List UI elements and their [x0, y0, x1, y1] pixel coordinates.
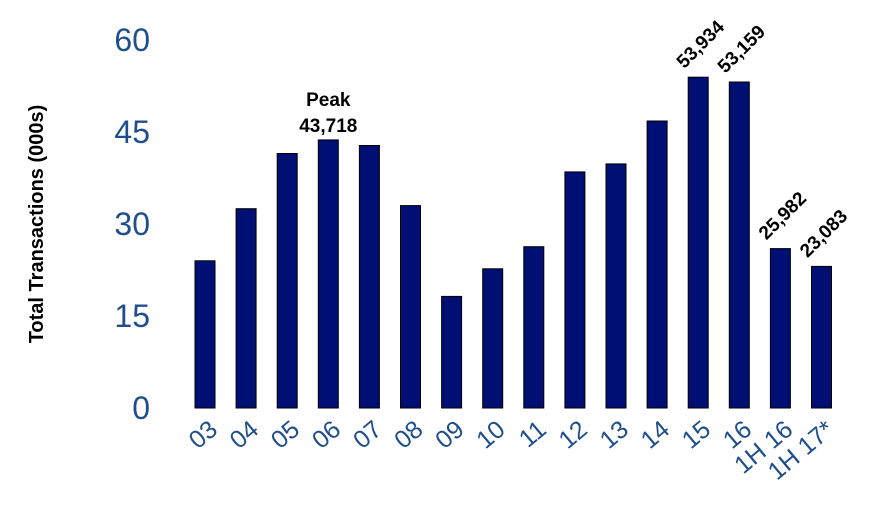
bar-1H-16 — [769, 248, 791, 409]
bar-15 — [687, 76, 709, 409]
bar-05 — [276, 153, 298, 409]
x-tick-label: 12 — [553, 415, 592, 454]
x-tick-label: 07 — [348, 415, 387, 454]
bar-08 — [400, 205, 421, 409]
x-tick-label: 03 — [184, 415, 223, 454]
x-tick-label: 05 — [266, 415, 305, 454]
y-axis-title: Total Transactions (000s) — [26, 105, 48, 344]
y-tick-labels: 0 15 30 45 60 — [114, 22, 150, 426]
bar-11 — [523, 246, 545, 409]
x-tick-label: 11 — [514, 415, 552, 453]
x-tick-label: 06 — [307, 415, 346, 454]
x-tick-label: 10 — [471, 415, 510, 454]
x-tick-label: 08 — [389, 415, 428, 454]
bar-09 — [441, 295, 463, 409]
data-label: 25,982 — [755, 188, 811, 244]
y-tick-label: 30 — [114, 206, 150, 242]
y-axis-label-group: Total Transactions (000s) — [26, 105, 48, 344]
data-label: 43,718 — [299, 116, 357, 137]
bar-13 — [605, 163, 627, 409]
y-tick-label: 45 — [114, 114, 150, 150]
bar-07 — [358, 145, 380, 409]
bar-06 — [317, 139, 339, 409]
bar-14 — [646, 120, 668, 409]
bar-16 — [728, 81, 750, 409]
data-label: 23,083 — [796, 206, 852, 262]
x-tick-label: 14 — [636, 415, 675, 454]
bar-1H-17 — [811, 265, 832, 409]
x-tick-label: 15 — [677, 415, 716, 454]
bar-04 — [235, 208, 257, 409]
bars — [194, 76, 832, 409]
bar-10 — [482, 268, 504, 409]
bar-12 — [564, 171, 586, 409]
y-tick-label: 60 — [114, 22, 150, 58]
y-tick-label: 0 — [132, 390, 150, 426]
bar-03 — [194, 260, 216, 409]
x-tick-label: 04 — [225, 415, 264, 454]
x-tick-label: 09 — [430, 415, 469, 454]
x-tick-label: 13 — [595, 415, 634, 454]
y-tick-label: 15 — [114, 298, 150, 334]
peak-label: Peak — [306, 90, 351, 111]
